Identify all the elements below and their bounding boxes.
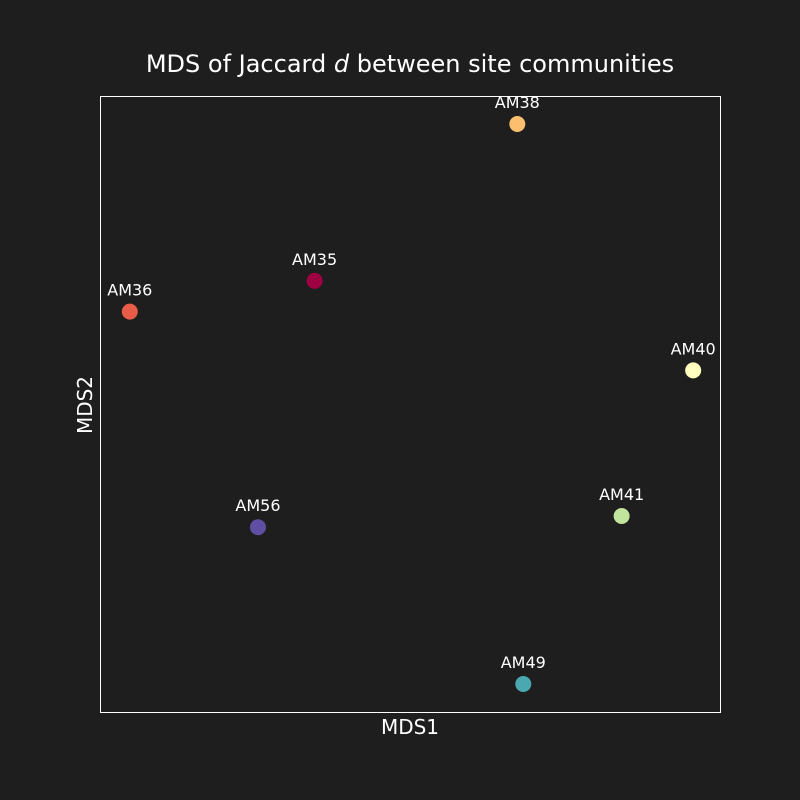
point-label-am38: AM38 xyxy=(495,93,540,112)
point-am40 xyxy=(685,362,702,379)
point-label-am36: AM36 xyxy=(107,281,152,300)
x-axis-label: MDS1 xyxy=(381,715,439,739)
point-am36 xyxy=(121,303,138,320)
points-layer: AM38 AM35 AM36 AM40 AM41 AM56 AM49 xyxy=(107,93,716,692)
point-am49 xyxy=(515,676,532,692)
point-label-am40: AM40 xyxy=(671,339,716,358)
plot-area-frame xyxy=(100,96,721,713)
y-axis-label: MDS2 xyxy=(73,376,97,434)
point-label-am56: AM56 xyxy=(235,496,280,515)
point-label-am41: AM41 xyxy=(599,485,644,504)
point-am56 xyxy=(249,519,266,536)
point-am38 xyxy=(509,116,526,132)
point-am41 xyxy=(613,508,630,524)
point-label-am35: AM35 xyxy=(292,250,337,269)
point-am35 xyxy=(306,272,323,289)
chart-title: MDS of Jaccard d between site communitie… xyxy=(146,50,674,78)
point-label-am49: AM49 xyxy=(501,653,546,672)
